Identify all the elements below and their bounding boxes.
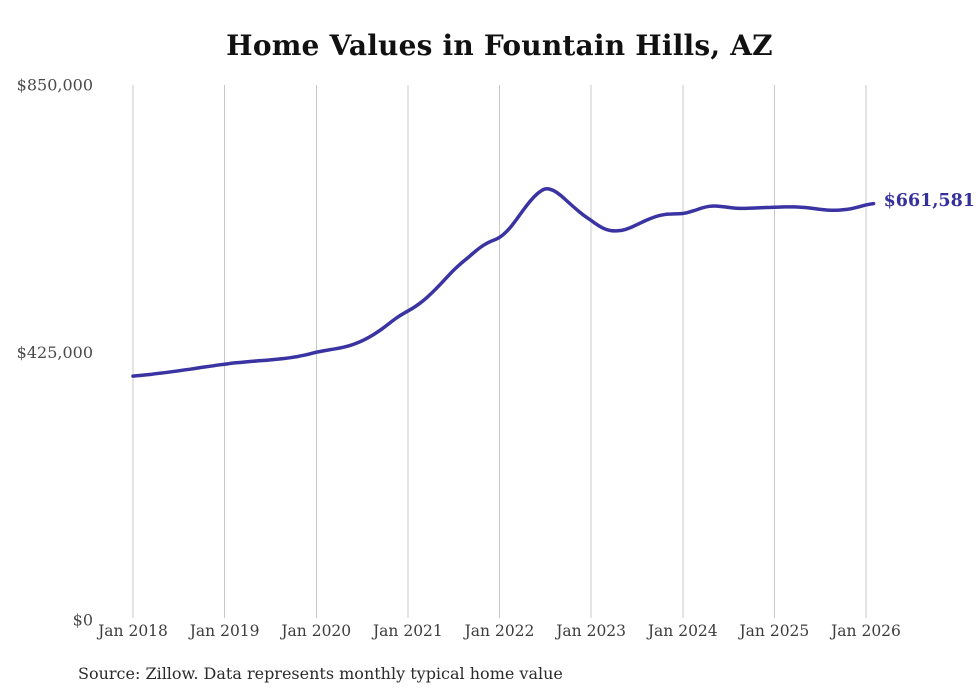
chart-title: Home Values in Fountain Hills, AZ bbox=[226, 29, 773, 62]
y-axis-tick-label: $0 bbox=[73, 611, 93, 630]
x-axis-tick-label: Jan 2023 bbox=[554, 622, 626, 640]
x-axis-tick-label: Jan 2018 bbox=[96, 622, 168, 640]
y-axis-tick-label: $850,000 bbox=[17, 76, 93, 95]
x-axis-tick-label: Jan 2026 bbox=[829, 622, 901, 640]
x-axis-tick-label: Jan 2025 bbox=[737, 622, 809, 640]
x-axis-tick-label: Jan 2021 bbox=[371, 622, 443, 640]
y-axis-tick-label: $425,000 bbox=[17, 343, 93, 362]
latest-value-label: $661,581 bbox=[884, 191, 975, 211]
source-note: Source: Zillow. Data represents monthly … bbox=[78, 664, 563, 683]
x-axis-tick-label: Jan 2022 bbox=[463, 622, 535, 640]
home-value-line bbox=[131, 187, 876, 378]
x-axis-tick-label: Jan 2020 bbox=[279, 622, 351, 640]
x-axis-tick-label: Jan 2019 bbox=[188, 622, 260, 640]
x-axis-tick-label: Jan 2024 bbox=[646, 622, 718, 640]
